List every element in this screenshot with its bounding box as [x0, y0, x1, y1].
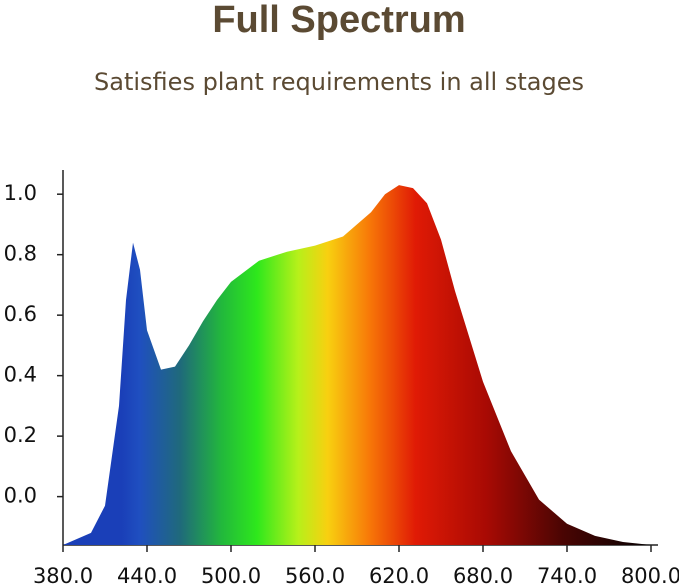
x-tick-label: 620.0 [369, 564, 429, 588]
x-tick-label: 380.0 [33, 564, 93, 588]
x-tick-label: 560.0 [285, 564, 345, 588]
chart-title: Full Spectrum [212, 0, 465, 41]
x-tick-label: 680.0 [453, 564, 513, 588]
y-tick-label: 0.2 [4, 423, 37, 447]
x-tick-label: 740.0 [537, 564, 597, 588]
x-tick-label: 500.0 [201, 564, 261, 588]
spectrum-area [63, 185, 651, 545]
y-tick-label: 0.6 [4, 302, 37, 326]
y-tick-label: 1.0 [4, 181, 37, 205]
chart-subtitle: Satisfies plant requirements in all stag… [94, 68, 584, 96]
y-tick-label: 0.0 [4, 484, 37, 508]
x-tick-label: 440.0 [117, 564, 177, 588]
y-tick-label: 0.4 [4, 363, 37, 387]
y-tick-label: 0.8 [4, 242, 37, 266]
x-tick-label: 800.0 [621, 564, 679, 588]
